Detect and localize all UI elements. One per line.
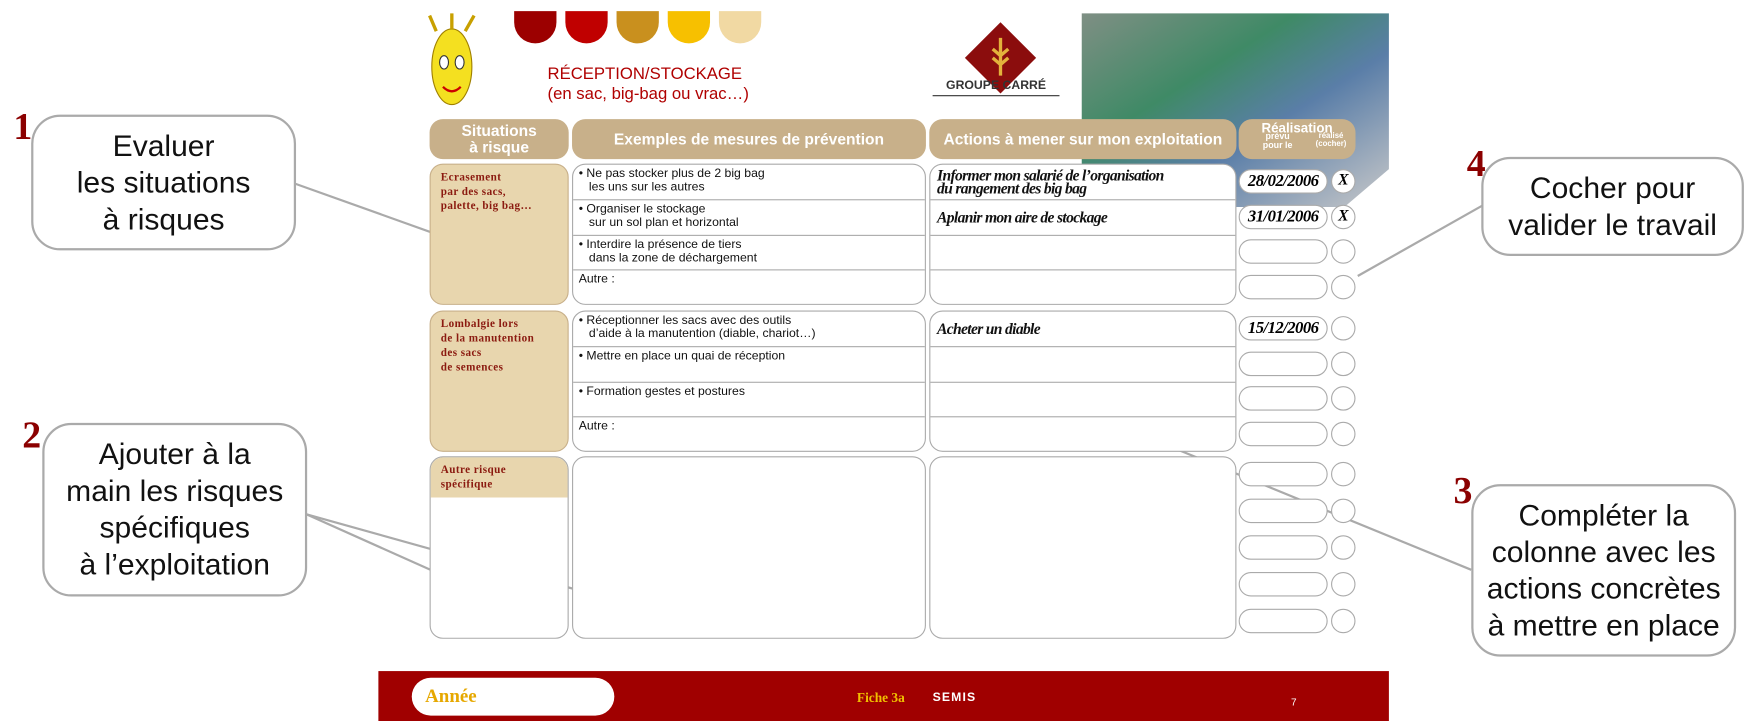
- callout: Ajouter à la main les risques spécifique…: [42, 422, 308, 597]
- date-field[interactable]: [1238, 608, 1328, 633]
- row-line: [930, 234, 1236, 236]
- risk-cell: Lombalgie lors de la manutention des sac…: [429, 310, 569, 452]
- row-line: [573, 381, 925, 383]
- measure: • Ne pas stocker plus de 2 big bag les u…: [578, 166, 765, 194]
- callout: Cocher pour valider le travail: [1481, 156, 1744, 256]
- color-tabs: [514, 11, 762, 44]
- done-check[interactable]: [1331, 386, 1356, 412]
- date-field[interactable]: [1238, 239, 1328, 265]
- risk-label: Autre risque spécifique: [430, 457, 568, 498]
- measure: • Interdire la présence de tiers dans la…: [578, 237, 758, 265]
- callout: Evaluer les situations à risques: [31, 114, 297, 251]
- date-field[interactable]: [1238, 386, 1328, 412]
- done-check[interactable]: [1331, 315, 1356, 341]
- year-field[interactable]: Année: [411, 677, 615, 716]
- done-check[interactable]: [1331, 421, 1356, 447]
- date-field[interactable]: 31/01/2006: [1238, 204, 1328, 229]
- done-check[interactable]: [1331, 498, 1356, 524]
- callout-number: 2: [22, 415, 42, 457]
- row-line: [573, 198, 925, 201]
- title: RÉCEPTION/STOCKAGE: [547, 64, 743, 84]
- topic: SEMIS: [932, 691, 977, 705]
- date-field[interactable]: [1238, 462, 1328, 487]
- row-line: [573, 269, 925, 271]
- measure: • Organiser le stockage sur un sol plan …: [578, 202, 739, 229]
- action-cell: [929, 163, 1237, 305]
- measure-cell: [572, 456, 926, 639]
- callout-number: 4: [1466, 143, 1486, 185]
- date-field[interactable]: [1238, 535, 1328, 560]
- callout-number: 1: [13, 106, 33, 149]
- done-check[interactable]: [1331, 535, 1356, 560]
- mascot: [428, 13, 476, 106]
- row-line: [573, 345, 925, 347]
- callout-number: 3: [1453, 470, 1473, 512]
- date-field[interactable]: 15/12/2006: [1238, 315, 1328, 341]
- risk-cell: Ecrasement par des sacs, palette, big ba…: [429, 163, 569, 305]
- done-check[interactable]: [1331, 351, 1356, 376]
- action: Aplanir mon aire de stockage: [937, 210, 1108, 227]
- date-field[interactable]: [1238, 498, 1328, 524]
- done-check[interactable]: [1331, 462, 1356, 487]
- date-field[interactable]: [1238, 421, 1328, 447]
- measure-cell: [572, 163, 926, 305]
- action: Informer mon salarié de l’organisation d…: [937, 168, 1164, 199]
- logo: [932, 22, 1060, 97]
- date-field[interactable]: [1238, 351, 1328, 376]
- done-check[interactable]: X: [1331, 204, 1356, 229]
- date-field[interactable]: [1238, 275, 1328, 300]
- row-line: [930, 381, 1236, 383]
- done-check[interactable]: [1331, 275, 1356, 300]
- date-field[interactable]: 28/02/2006: [1238, 169, 1328, 194]
- row-line: [573, 416, 925, 418]
- column-header: Réalisation: [1238, 119, 1356, 160]
- action-cell: [929, 456, 1237, 639]
- row-line: [930, 416, 1236, 418]
- measure: Autre :: [578, 272, 615, 287]
- column-header: Actions à mener sur mon exploitation: [929, 119, 1237, 160]
- page-number: 7: [1290, 696, 1297, 708]
- row-line: [930, 198, 1236, 201]
- subheader: prévu pour le: [1262, 131, 1293, 151]
- measure: Autre :: [578, 419, 615, 434]
- action: Acheter un diable: [937, 321, 1041, 339]
- done-check[interactable]: [1331, 571, 1356, 597]
- done-check[interactable]: [1331, 608, 1356, 633]
- logo-text: GROUPE CARRÉ: [946, 79, 1047, 93]
- subheader: réalisé (cocher): [1315, 132, 1347, 149]
- row-line: [573, 234, 925, 236]
- callout: Compléter la colonne avec les actions co…: [1471, 484, 1737, 657]
- row-line: [930, 345, 1236, 347]
- column-header: Situations à risque: [429, 119, 569, 160]
- done-check[interactable]: [1331, 239, 1356, 265]
- sheet: Fiche 3a: [856, 689, 905, 706]
- measure: • Formation gestes et postures: [578, 384, 745, 398]
- done-check[interactable]: X: [1331, 169, 1356, 194]
- measure: • Mettre en place un quai de réception: [578, 349, 786, 363]
- row-line: [930, 269, 1236, 271]
- column-header: Exemples de mesures de prévention: [572, 119, 926, 160]
- subtitle: (en sac, big-bag ou vrac…): [547, 84, 749, 104]
- measure: • Réceptionner les sacs avec des outils …: [578, 313, 816, 341]
- date-field[interactable]: [1238, 571, 1328, 597]
